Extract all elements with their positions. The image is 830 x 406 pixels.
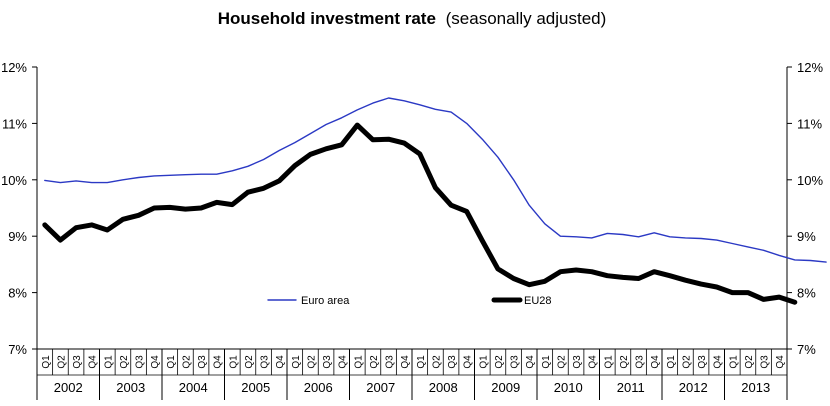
x-tick-label-year: 2006 [304, 380, 333, 395]
y-tick-label-left: 9% [8, 229, 27, 244]
series-line-eu28 [42, 122, 798, 305]
y-tick-label-right: 12% [797, 60, 823, 75]
y-tick-label-right: 8% [797, 286, 816, 301]
x-tick-label-year: 2009 [491, 380, 520, 395]
axes: 7% 7% 8% 8% 9% 9% 10% 10% 11% 11% 12% 12% Q1 Q2 Q3 Q4 Q1… [1, 60, 823, 400]
x-tick-label-quarter: Q2 [119, 355, 130, 369]
legend: Euro area EU28 [267, 295, 552, 307]
x-tick-label-year: 2008 [429, 380, 458, 395]
legend-label-eu28: EU28 [524, 295, 552, 307]
x-tick-label-year: 2007 [366, 380, 395, 395]
x-tick-label-quarter: Q3 [385, 355, 396, 369]
x-tick-label-quarter: Q4 [275, 355, 286, 369]
x-tick-label-quarter: Q2 [744, 355, 755, 369]
x-tick-label-year: 2013 [741, 380, 770, 395]
x-tick-label-quarter: Q2 [369, 355, 380, 369]
x-tick-label-year: 2011 [617, 380, 645, 395]
y-tick-label-left: 10% [1, 173, 27, 188]
x-tick-label-quarter: Q3 [72, 355, 83, 369]
x-tick-label-quarter: Q3 [572, 355, 583, 369]
y-tick-label-right: 9% [797, 229, 816, 244]
x-tick-label-quarter: Q2 [431, 355, 442, 369]
x-tick-label-quarter: Q2 [619, 355, 630, 369]
x-tick-label-quarter: Q4 [650, 355, 661, 369]
y-tick-label-left: 12% [1, 60, 27, 75]
x-tick-label-quarter: Q1 [228, 355, 239, 369]
x-tick-label-quarter: Q3 [447, 355, 458, 369]
x-tick-label-quarter: Q4 [150, 355, 161, 369]
x-tick-label-quarter: Q2 [556, 355, 567, 369]
x-tick-label-quarter: Q1 [103, 355, 114, 369]
x-tick-label-quarter: Q3 [135, 355, 146, 369]
x-tick-label-quarter: Q3 [697, 355, 708, 369]
x-tick-label-year: 2004 [179, 380, 208, 395]
x-tick-label-quarter: Q3 [260, 355, 271, 369]
x-tick-label-quarter: Q2 [681, 355, 692, 369]
y-tick-label-right: 11% [797, 116, 822, 131]
chart-title: Household investment rate (seasonally ad… [218, 9, 607, 28]
x-tick-label-quarter: Q4 [213, 355, 224, 369]
legend-label-euro-area: Euro area [301, 295, 350, 307]
x-tick-label-quarter: Q2 [306, 355, 317, 369]
x-tick-label-quarter: Q2 [494, 355, 505, 369]
x-tick-label-quarter: Q3 [510, 355, 521, 369]
x-tick-label-quarter: Q1 [353, 355, 364, 369]
x-tick-label-quarter: Q4 [338, 355, 349, 369]
x-tick-label-quarter: Q3 [197, 355, 208, 369]
x-tick-label-quarter: Q1 [41, 355, 52, 369]
x-tick-label-quarter: Q1 [603, 355, 614, 369]
y-tick-label-left: 11% [2, 116, 27, 131]
x-tick-label-quarter: Q1 [291, 355, 302, 369]
y-tick-label-right: 7% [797, 342, 816, 357]
x-tick-label-year: 2002 [54, 380, 83, 395]
chart-subtitle: (seasonally adjusted) [446, 9, 607, 28]
x-tick-label-quarter: Q3 [760, 355, 771, 369]
x-tick-label-quarter: Q4 [463, 355, 474, 369]
x-tick-label-quarter: Q4 [588, 355, 599, 369]
y-tick-label-right: 10% [797, 173, 823, 188]
x-tick-label-quarter: Q2 [181, 355, 192, 369]
x-tick-label-quarter: Q4 [525, 355, 536, 369]
x-tick-label-year: 2012 [679, 380, 708, 395]
y-tick-label-left: 8% [8, 286, 27, 301]
x-tick-label-quarter: Q4 [88, 355, 99, 369]
x-tick-label-quarter: Q4 [400, 355, 411, 369]
x-tick-label-quarter: Q2 [56, 355, 67, 369]
x-tick-label-year: 2010 [554, 380, 583, 395]
x-tick-label-quarter: Q1 [728, 355, 739, 369]
x-tick-label-quarter: Q1 [541, 355, 552, 369]
x-tick-label-quarter: Q1 [166, 355, 177, 369]
x-tick-label-quarter: Q3 [322, 355, 333, 369]
chart-title-main: Household investment rate [218, 9, 436, 28]
x-tick-label-quarter: Q4 [775, 355, 786, 369]
y-tick-label-left: 7% [8, 342, 27, 357]
x-tick-label-quarter: Q3 [635, 355, 646, 369]
x-tick-label-year: 2003 [116, 380, 145, 395]
x-tick-label-quarter: Q2 [244, 355, 255, 369]
series-line-euro-area [44, 97, 827, 263]
series-layer [42, 97, 827, 305]
x-tick-label-year: 2005 [241, 380, 270, 395]
x-tick-label-quarter: Q1 [666, 355, 677, 369]
x-tick-label-quarter: Q1 [478, 355, 489, 369]
x-tick-label-quarter: Q1 [416, 355, 427, 369]
x-tick-label-quarter: Q4 [713, 355, 724, 369]
